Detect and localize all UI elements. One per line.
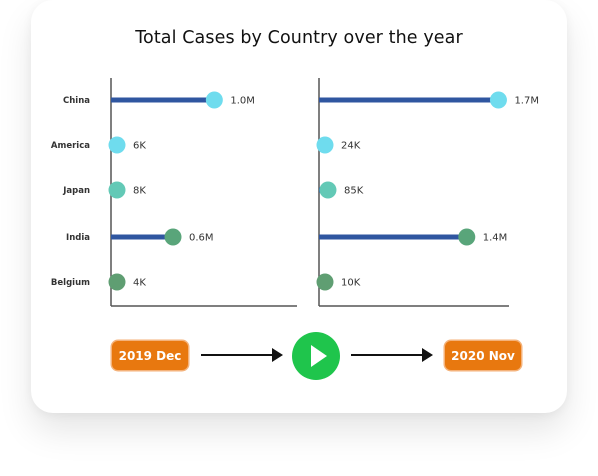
category-label: America — [51, 141, 90, 151]
value-label: 1.0M — [230, 96, 255, 107]
lollipop-dot — [458, 228, 476, 246]
lollipop-dot — [108, 181, 126, 199]
category-label: India — [66, 233, 90, 243]
chart-title: Total Cases by Country over the year — [135, 28, 463, 48]
value-label: 4K — [133, 278, 146, 289]
end-period-badge: 2020 Nov — [445, 341, 521, 370]
lollipop-dot — [316, 273, 334, 291]
lollipop-dot — [489, 91, 507, 109]
value-label: 1.4M — [483, 233, 508, 244]
lollipop-bar — [111, 97, 215, 103]
value-label: 8K — [133, 186, 146, 197]
value-label: 85K — [344, 186, 364, 197]
value-label: 10K — [341, 278, 361, 289]
value-label: 24K — [341, 141, 361, 152]
category-label: Japan — [62, 186, 90, 196]
lollipop-dot — [164, 228, 182, 246]
lollipop-dot — [205, 91, 223, 109]
value-label: 0.6M — [189, 233, 214, 244]
lollipop-bar — [319, 234, 467, 240]
category-label: China — [63, 96, 90, 106]
arrow-right-icon — [201, 348, 283, 362]
lollipop-bar — [319, 97, 499, 103]
category-label: Belgium — [51, 278, 90, 288]
start-period-badge: 2019 Dec — [112, 341, 188, 370]
lollipop-dot — [108, 136, 126, 154]
lollipop-dot — [108, 273, 126, 291]
lollipop-bar — [111, 234, 173, 240]
play-button[interactable] — [292, 332, 340, 380]
play-icon — [310, 345, 327, 367]
lollipop-dot — [319, 181, 337, 199]
value-label: 6K — [133, 141, 146, 152]
arrow-right-icon — [351, 348, 433, 362]
value-label: 1.7M — [514, 96, 539, 107]
lollipop-dot — [316, 136, 334, 154]
